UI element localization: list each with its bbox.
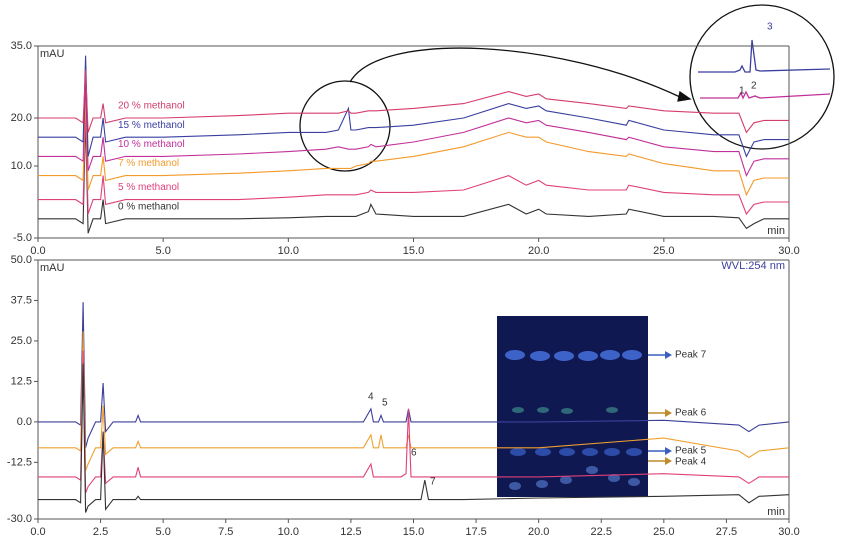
trace [38, 350, 789, 494]
x-tick-label: 7.5 [218, 526, 233, 538]
legend-entry: 5 % methanol [118, 182, 179, 193]
trace [38, 108, 789, 216]
y-tick-label: 12.5 [11, 375, 32, 387]
trace [38, 93, 789, 197]
x-tick-label: 0.0 [30, 526, 45, 538]
y-tick-label: 37.5 [11, 294, 32, 306]
x-tick-label: 22.5 [591, 526, 612, 538]
trace [38, 302, 790, 448]
x-tick-label: 2.5 [93, 526, 108, 538]
legend-entry: 0 % methanol [118, 201, 179, 212]
trace [38, 117, 789, 234]
peak-label: 6 [411, 448, 417, 459]
trace [38, 69, 789, 134]
peak-label: 7 [430, 477, 436, 488]
x-tick-label: 20.0 [528, 245, 549, 257]
y-tick-label: 20.0 [11, 112, 32, 124]
y-tick-label: -5.0 [13, 232, 32, 244]
inset-label: 1 [739, 86, 745, 97]
y-axis-label: mAU [40, 48, 65, 60]
y-tick-label: -12.5 [7, 456, 32, 468]
trace [38, 331, 790, 471]
y-tick-label: 35.0 [11, 40, 32, 52]
x-tick-label: 0.0 [30, 245, 45, 257]
x-tick-label: 5.0 [156, 245, 171, 257]
trace [38, 363, 790, 513]
peak-label: 4 [368, 392, 374, 403]
x-tick-label: 17.5 [465, 526, 486, 538]
wavelength-label: WVL:254 nm [721, 260, 785, 272]
y-tick-label: -30.0 [7, 513, 32, 525]
legend-entry: 20 % methanol [118, 101, 185, 112]
tlc-label: Peak 4 [675, 457, 707, 468]
x-tick-label: 25.0 [653, 245, 674, 257]
y-tick-label: 0.0 [17, 416, 32, 428]
inset-label: 3 [767, 22, 773, 33]
x-axis-label: min [767, 225, 785, 237]
x-tick-label: 15.0 [403, 526, 424, 538]
legend-entry: 10 % methanol [118, 139, 185, 150]
x-tick-label: 15.0 [403, 245, 424, 257]
legend-entry: 7 % methanol [118, 158, 179, 169]
tlc-label: Peak 7 [675, 350, 707, 361]
y-tick-label: 10.0 [11, 160, 32, 172]
legend-entry: 15 % methanol [118, 120, 185, 131]
trace [38, 79, 789, 178]
x-tick-label: 25.0 [653, 526, 674, 538]
y-tick-label: 50.0 [11, 254, 32, 266]
trace [38, 55, 789, 158]
tlc-label: Peak 5 [675, 446, 707, 457]
y-axis-label: mAU [40, 262, 65, 274]
zoom-callout [299, 4, 835, 172]
x-tick-label: 27.5 [716, 526, 737, 538]
x-tick-label: 10.0 [278, 245, 299, 257]
peak-label: 5 [382, 398, 388, 409]
x-tick-label: 30.0 [778, 526, 799, 538]
x-tick-label: 30.0 [778, 245, 799, 257]
tlc-plate [497, 316, 672, 497]
x-tick-label: 5.0 [156, 526, 171, 538]
x-tick-label: 12.5 [340, 526, 361, 538]
y-tick-label: 25.0 [11, 335, 32, 347]
tlc-label: Peak 6 [675, 408, 707, 419]
inset-label: 2 [751, 81, 757, 92]
x-tick-label: 10.0 [278, 526, 299, 538]
x-tick-label: 20.0 [528, 526, 549, 538]
x-axis-label: min [767, 506, 785, 518]
